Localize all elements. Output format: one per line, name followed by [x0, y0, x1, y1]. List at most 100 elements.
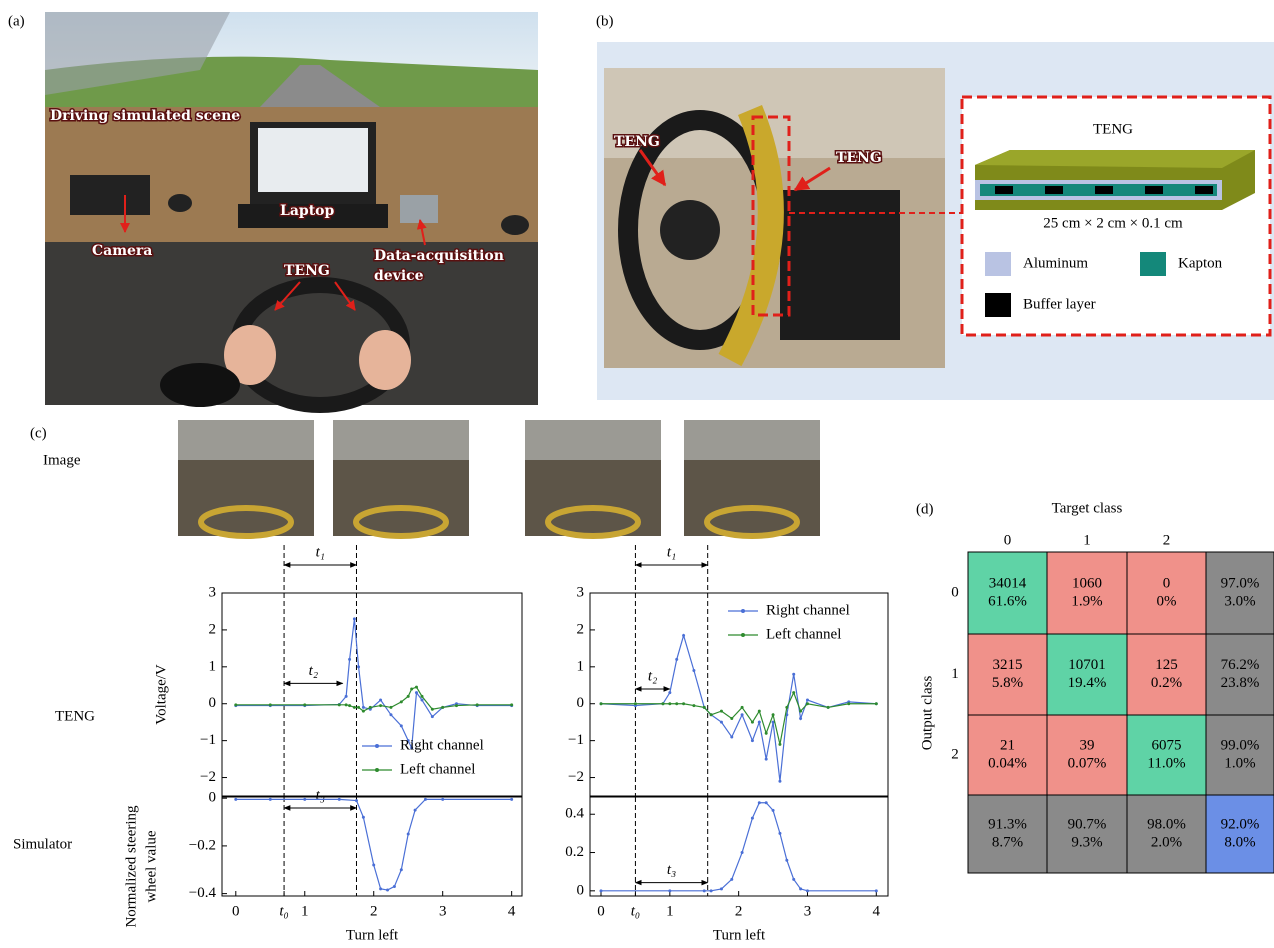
plot-frame [222, 593, 522, 796]
row-label: 2 [951, 746, 959, 762]
data-point [303, 798, 306, 801]
data-point [675, 702, 678, 705]
data-point [668, 702, 671, 705]
panel-label: (c) [30, 425, 47, 441]
y-axis-label: Voltage/V [153, 664, 169, 725]
cell-text: 11.0% [1147, 755, 1185, 771]
figure: (a) (b) (c) (d) Driving simulated scene … [0, 0, 1274, 948]
legend-swatch [985, 293, 1011, 317]
photo-a: Driving simulated scene Laptop Camera Da… [45, 12, 538, 407]
data-point [682, 702, 685, 705]
x-tick-label: 4 [873, 903, 881, 919]
data-point [303, 703, 306, 706]
cell-text: 1.9% [1071, 593, 1102, 609]
legend-label: Right channel [766, 602, 850, 618]
legend-swatch [985, 252, 1011, 276]
cell-text: 125 [1155, 657, 1178, 673]
cell-text: 34014 [989, 575, 1027, 591]
y-tick-label: 3 [209, 584, 217, 600]
data-point [415, 691, 418, 694]
image-strip [178, 420, 820, 536]
data-point [338, 703, 341, 706]
y-tick-label: 0.2 [565, 844, 584, 860]
data-point [510, 798, 513, 801]
cell-text: 76.2% [1221, 657, 1260, 673]
panel-label: (a) [8, 13, 25, 29]
data-point [799, 887, 802, 890]
cell-text: 3.0% [1224, 593, 1255, 609]
data-point [741, 713, 744, 716]
cell-text: 1.0% [1224, 755, 1255, 771]
data-point [345, 703, 348, 706]
row-label: 1 [951, 666, 959, 682]
data-point [675, 658, 678, 661]
cell-text: 92.0% [1221, 816, 1260, 832]
data-point [379, 887, 382, 890]
y-tick-label: 3 [577, 584, 585, 600]
cell-text: 8.7% [992, 834, 1023, 850]
y-tick-label: 1 [577, 658, 585, 674]
y-tick-label: 0 [577, 695, 585, 711]
legend-marker [741, 633, 745, 637]
data-point [703, 706, 706, 709]
photo-label: Camera [92, 243, 152, 259]
data-point [355, 799, 358, 802]
data-point [692, 669, 695, 672]
data-point [369, 706, 372, 709]
data-point [758, 721, 761, 724]
column-label: 0 [1004, 532, 1012, 548]
data-point [827, 706, 830, 709]
y-tick-label: −0.2 [189, 837, 216, 853]
data-point [778, 832, 781, 835]
panel-label: (d) [916, 501, 934, 517]
row-label: 0 [951, 584, 959, 600]
photo-label: Laptop [280, 203, 335, 219]
data-point [415, 686, 418, 689]
data-point [441, 798, 444, 801]
data-point [379, 704, 382, 707]
data-point [778, 780, 781, 783]
x-axis-label: Turn left [346, 927, 399, 943]
data-point [400, 724, 403, 727]
data-point [441, 706, 444, 709]
data-point [682, 634, 685, 637]
data-point [785, 706, 788, 709]
data-point [476, 703, 479, 706]
data-point [234, 703, 237, 706]
row-label: Simulator [13, 836, 72, 852]
cell-text: 8.0% [1224, 834, 1255, 850]
data-point [362, 710, 365, 713]
column-label: 1 [1083, 532, 1091, 548]
row-label: TENG [55, 708, 95, 724]
cell-text: 21 [1000, 737, 1015, 753]
data-point [751, 721, 754, 724]
data-point [269, 798, 272, 801]
cell-text: 0% [1157, 593, 1177, 609]
cell-text: 39 [1080, 737, 1095, 753]
data-point [720, 710, 723, 713]
cell-text: 0.07% [1068, 755, 1107, 771]
data-point [703, 889, 706, 892]
data-point [421, 695, 424, 698]
cell-text: 3215 [993, 657, 1023, 673]
cell-text: 9.3% [1071, 834, 1102, 850]
y-tick-label: 0 [209, 790, 217, 806]
legend-label: Buffer layer [1023, 296, 1096, 312]
series-line [236, 619, 512, 748]
cell-text: 91.3% [988, 816, 1027, 832]
x-tick-label: 0 [597, 903, 605, 919]
data-point [386, 889, 389, 892]
legend-label: Left channel [400, 761, 475, 777]
data-point [407, 832, 410, 835]
cell-text: 6075 [1152, 737, 1182, 753]
data-point [400, 700, 403, 703]
data-point [785, 859, 788, 862]
data-point [234, 798, 237, 801]
data-point [338, 798, 341, 801]
plot-frame [222, 797, 522, 896]
data-point [772, 713, 775, 716]
data-point [792, 691, 795, 694]
x-tick-label: 3 [439, 903, 447, 919]
data-point [772, 809, 775, 812]
